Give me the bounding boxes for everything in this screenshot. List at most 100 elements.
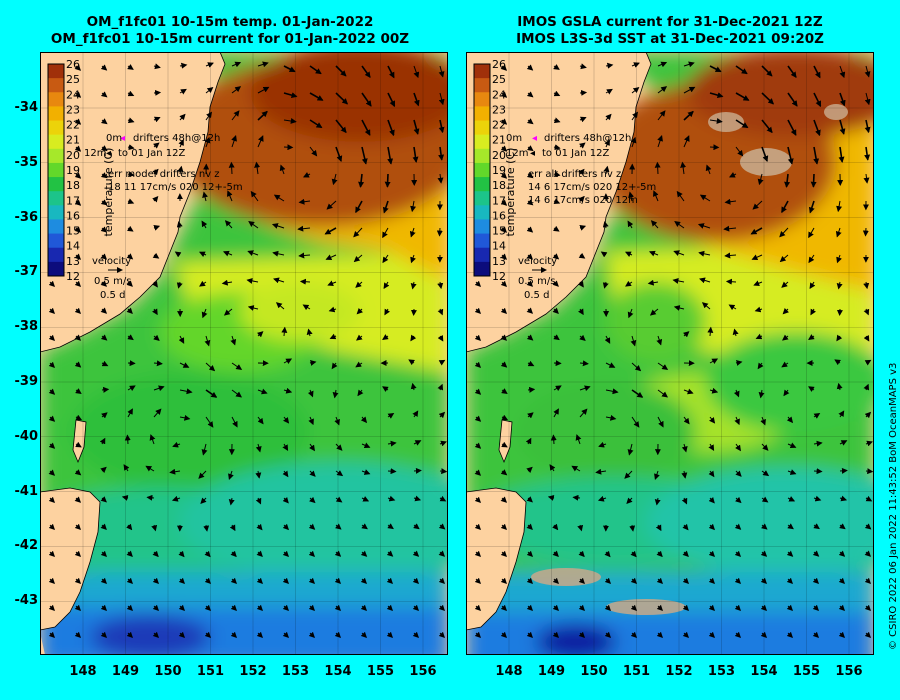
current-arrow bbox=[273, 194, 285, 202]
current-arrow bbox=[725, 278, 737, 285]
current-arrow bbox=[709, 416, 716, 424]
colorbar-tick-label: 21 bbox=[492, 134, 506, 147]
current-arrow bbox=[787, 442, 797, 449]
current-arrow bbox=[297, 225, 311, 232]
current-arrow bbox=[553, 385, 562, 392]
current-arrow bbox=[205, 362, 216, 372]
current-arrow bbox=[335, 496, 343, 503]
current-arrow bbox=[838, 604, 846, 612]
current-arrow bbox=[230, 577, 238, 585]
current-arrow bbox=[500, 307, 508, 315]
current-arrow bbox=[126, 225, 134, 232]
current-arrow bbox=[839, 523, 846, 530]
current-arrow bbox=[438, 65, 445, 78]
current-arrow bbox=[360, 550, 368, 557]
colorbar-tick-label: 18 bbox=[66, 179, 80, 192]
current-arrow bbox=[412, 577, 420, 585]
current-arrow bbox=[200, 497, 207, 505]
current-arrow bbox=[126, 550, 133, 558]
current-arrow bbox=[178, 604, 186, 612]
current-arrow bbox=[413, 467, 422, 474]
current-arrow bbox=[283, 92, 298, 99]
current-arrow bbox=[552, 253, 560, 260]
current-arrow bbox=[223, 308, 233, 316]
current-arrow bbox=[754, 306, 763, 313]
current-arrow bbox=[863, 334, 870, 342]
current-arrow bbox=[361, 119, 371, 136]
current-arrow bbox=[836, 281, 843, 290]
current-arrow bbox=[382, 227, 389, 239]
current-arrow bbox=[734, 523, 742, 530]
current-arrow bbox=[384, 173, 391, 188]
current-arrow bbox=[126, 307, 133, 315]
lon-tick-label: 150 bbox=[580, 664, 608, 679]
current-arrow bbox=[204, 136, 211, 148]
current-arrow bbox=[838, 410, 845, 418]
current-arrow bbox=[309, 92, 324, 101]
current-arrow bbox=[356, 308, 363, 315]
current-arrow bbox=[474, 280, 482, 288]
current-arrow bbox=[412, 146, 419, 163]
current-arrow bbox=[100, 523, 107, 531]
current-arrow bbox=[500, 496, 508, 503]
current-arrow bbox=[786, 550, 794, 557]
lon-tick-label: 151 bbox=[622, 664, 651, 679]
current-arrow bbox=[204, 335, 211, 347]
drifter-marker-icon: ◂ bbox=[532, 133, 537, 144]
colorbar-tick-label: 13 bbox=[66, 255, 80, 268]
colorbar-swatch bbox=[48, 64, 64, 79]
current-arrow bbox=[48, 361, 56, 369]
current-arrow bbox=[48, 388, 56, 395]
current-arrow bbox=[228, 497, 235, 506]
current-arrow bbox=[786, 604, 794, 612]
current-arrow bbox=[526, 226, 534, 233]
current-arrow bbox=[682, 523, 689, 531]
current-arrow bbox=[657, 362, 669, 370]
lon-tick-label: 152 bbox=[665, 664, 693, 679]
colorbar-tick-label: 20 bbox=[492, 149, 506, 162]
lon-gridlines bbox=[508, 52, 850, 655]
current-arrow bbox=[302, 172, 311, 178]
current-arrow bbox=[863, 173, 870, 184]
current-arrow bbox=[408, 359, 415, 366]
current-arrow bbox=[526, 496, 533, 503]
current-arrow bbox=[699, 194, 711, 202]
colorbar-swatch bbox=[48, 148, 64, 164]
current-arrow bbox=[630, 335, 637, 347]
current-arrow bbox=[656, 577, 664, 585]
current-arrow bbox=[101, 412, 108, 419]
current-arrow bbox=[549, 464, 556, 472]
current-arrow bbox=[578, 631, 586, 639]
current-arrow bbox=[412, 550, 420, 557]
current-arrow bbox=[500, 91, 508, 98]
colorbar-swatch bbox=[48, 120, 64, 136]
current-arrow bbox=[835, 227, 842, 238]
current-arrow bbox=[760, 550, 768, 557]
current-arrow bbox=[808, 386, 815, 392]
current-arrow bbox=[863, 383, 870, 391]
colorbar-frame bbox=[47, 63, 65, 277]
current-arrow bbox=[205, 416, 214, 428]
current-arrow bbox=[525, 437, 532, 445]
current-arrow bbox=[48, 442, 56, 449]
current-arrow bbox=[151, 280, 158, 288]
colorbar-tick-label: 12 bbox=[492, 270, 506, 283]
current-arrow bbox=[230, 631, 238, 639]
current-arrow bbox=[309, 146, 318, 157]
current-arrow bbox=[527, 118, 534, 125]
current-arrow bbox=[438, 577, 446, 585]
current-arrow bbox=[864, 411, 872, 419]
lon-tick-label: 148 bbox=[69, 664, 97, 679]
current-arrow bbox=[526, 199, 534, 206]
current-arrow bbox=[552, 577, 560, 585]
current-arrow bbox=[74, 550, 82, 558]
current-arrow bbox=[597, 495, 607, 502]
left-temperature-map: 26 25 24 23 22 21 20 19 18 17 16 15 14 13 12 temperatu… bbox=[40, 52, 448, 655]
current-arrow bbox=[735, 443, 741, 452]
current-arrow bbox=[526, 307, 534, 314]
current-arrow bbox=[100, 253, 108, 260]
current-arrow bbox=[228, 161, 235, 175]
colorbar-swatch bbox=[48, 162, 64, 178]
current-arrow bbox=[649, 308, 659, 316]
current-arrow bbox=[864, 359, 872, 366]
